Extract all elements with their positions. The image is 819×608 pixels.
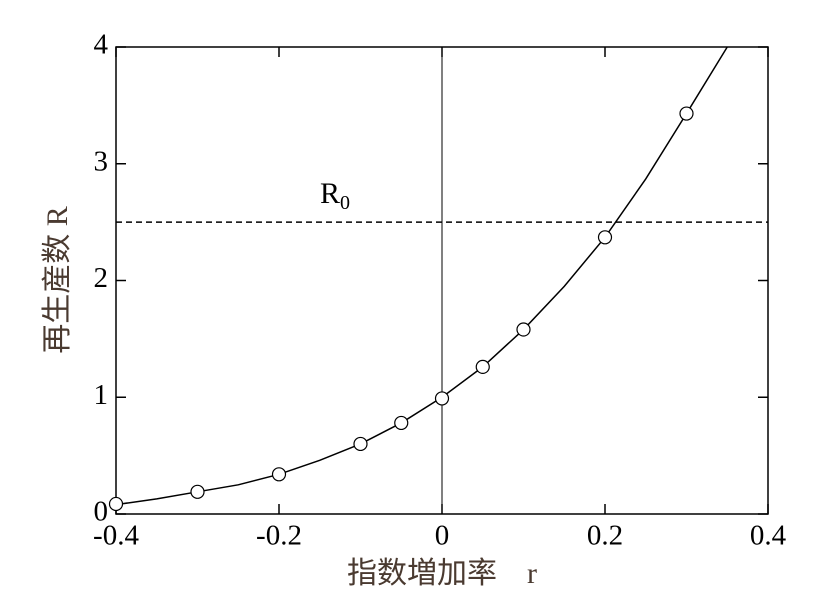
x-tick-label: 0 [435, 520, 450, 552]
y-tick-label: 0 [94, 496, 109, 528]
y-tick-label: 2 [94, 262, 109, 294]
marker [597, 230, 613, 245]
x-tick-label: 0.2 [587, 520, 623, 552]
y-axis-label: 再生産数 R [41, 206, 74, 354]
y-tick-label: 4 [94, 29, 109, 61]
y-tick-label: 3 [94, 145, 109, 177]
marker [353, 436, 368, 452]
y-tick-label: 1 [94, 379, 109, 411]
reference-label: R0 [320, 177, 350, 214]
marker [108, 496, 124, 512]
marker [394, 415, 409, 431]
x-tick-label: -0.4 [93, 520, 139, 552]
reference-label-sub: 0 [340, 192, 350, 214]
marker [190, 484, 205, 499]
marker [679, 106, 694, 121]
x-axis-label: 指数増加率 r [347, 557, 537, 590]
x-tick-label: -0.2 [256, 520, 302, 552]
x-tick-label: 0.4 [750, 520, 787, 552]
reference-label-main: R [320, 177, 340, 210]
curve [115, 46, 728, 506]
marker [434, 391, 450, 406]
marker [516, 322, 531, 337]
marker [271, 467, 287, 482]
marker [475, 359, 490, 374]
